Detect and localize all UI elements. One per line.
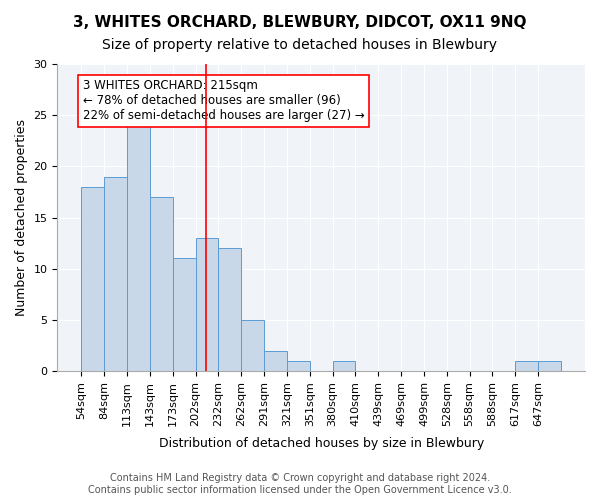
Bar [104,176,127,371]
Bar [196,238,218,371]
Bar [515,361,538,371]
Bar [218,248,241,371]
Text: Contains HM Land Registry data © Crown copyright and database right 2024.
Contai: Contains HM Land Registry data © Crown c… [88,474,512,495]
Text: 3 WHITES ORCHARD: 215sqm
← 78% of detached houses are smaller (96)
22% of semi-d: 3 WHITES ORCHARD: 215sqm ← 78% of detach… [83,80,365,122]
Bar [538,361,561,371]
Bar [241,320,264,371]
Text: 3, WHITES ORCHARD, BLEWBURY, DIDCOT, OX11 9NQ: 3, WHITES ORCHARD, BLEWBURY, DIDCOT, OX1… [73,15,527,30]
X-axis label: Distribution of detached houses by size in Blewbury: Distribution of detached houses by size … [158,437,484,450]
Bar [127,126,150,371]
Y-axis label: Number of detached properties: Number of detached properties [15,119,28,316]
Bar [332,361,355,371]
Text: Size of property relative to detached houses in Blewbury: Size of property relative to detached ho… [103,38,497,52]
Bar [173,258,196,371]
Bar [150,197,173,371]
Bar [264,350,287,371]
Bar [82,187,104,371]
Bar [287,361,310,371]
